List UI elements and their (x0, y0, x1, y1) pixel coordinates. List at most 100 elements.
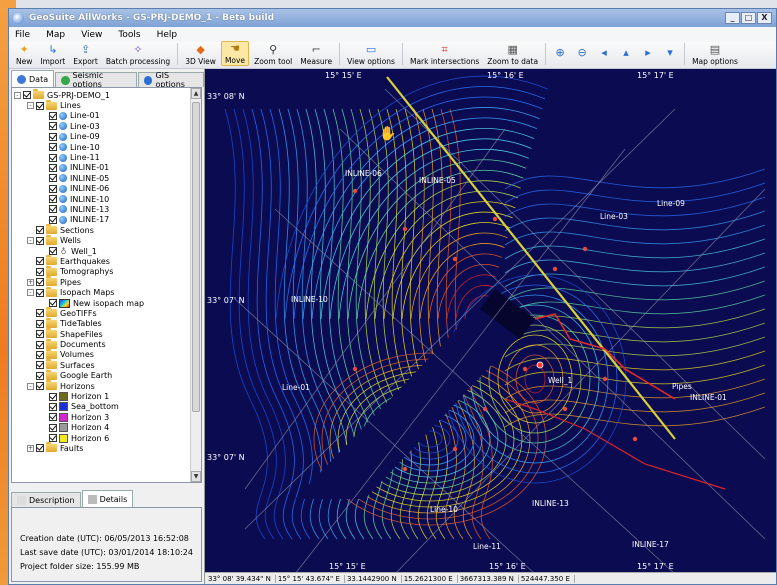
visibility-checkbox[interactable] (49, 392, 57, 401)
visibility-checkbox[interactable] (49, 195, 57, 204)
visibility-checkbox[interactable] (49, 247, 57, 256)
visibility-checkbox[interactable] (49, 402, 57, 411)
menu-tools[interactable]: Tools (118, 29, 141, 40)
visibility-checkbox[interactable] (49, 143, 57, 152)
visibility-checkbox[interactable] (49, 215, 57, 224)
visibility-checkbox[interactable] (36, 309, 44, 318)
expand-toggle-icon[interactable]: - (27, 382, 34, 390)
visibility-checkbox[interactable] (49, 132, 57, 141)
tree-item[interactable]: - GS-PRJ-DEMO_1 (14, 89, 201, 100)
visibility-checkbox[interactable] (49, 122, 57, 131)
visibility-checkbox[interactable] (36, 371, 44, 380)
expand-toggle-icon[interactable]: + (27, 278, 34, 286)
visibility-checkbox[interactable] (49, 299, 57, 307)
tree-item[interactable]: Surfaces (14, 359, 201, 370)
visibility-checkbox[interactable] (36, 330, 44, 339)
pan-down-button[interactable]: ▾ (660, 41, 680, 66)
tree-item[interactable]: Volumes (14, 348, 201, 360)
visibility-checkbox[interactable] (36, 350, 44, 359)
tree-item[interactable]: Horizon 6 (14, 433, 201, 443)
visibility-checkbox[interactable] (36, 340, 44, 349)
tree-item[interactable]: INLINE-10 (14, 194, 201, 204)
tree-item[interactable]: Sea_bottom (14, 402, 201, 412)
export-button[interactable]: ⇪ Export (73, 43, 98, 67)
mark-intersections-button[interactable]: ⌗ Mark intersections (409, 43, 480, 67)
visibility-checkbox[interactable] (36, 267, 44, 276)
visibility-checkbox[interactable] (49, 434, 57, 443)
tree-item[interactable]: INLINE-05 (14, 173, 201, 183)
visibility-checkbox[interactable] (49, 163, 57, 172)
tree-item[interactable]: ♁ Well_1 (14, 246, 201, 256)
tree-item[interactable]: + Pipes (14, 276, 201, 287)
visibility-checkbox[interactable] (49, 184, 57, 193)
tree-item[interactable]: - Lines (14, 99, 201, 110)
tree-item[interactable]: Horizon 1 (14, 391, 201, 402)
tree-item[interactable]: INLINE-17 (14, 215, 201, 225)
visibility-checkbox[interactable] (36, 236, 44, 245)
scroll-up-icon[interactable]: ▲ (191, 88, 201, 99)
tree-item[interactable]: Line-10 (14, 142, 201, 152)
visibility-checkbox[interactable] (49, 153, 57, 162)
view-options-button[interactable]: ▭ View options (347, 43, 395, 67)
tree-item[interactable]: INLINE-13 (14, 204, 201, 214)
tab-data[interactable]: Data (11, 70, 55, 87)
expand-toggle-icon[interactable]: - (27, 102, 34, 110)
zoom-in-button[interactable]: ⊕ (550, 41, 570, 66)
menu-help[interactable]: Help (156, 29, 178, 40)
maximize-button[interactable]: □ (741, 12, 756, 24)
visibility-checkbox[interactable] (49, 205, 57, 214)
tree-item[interactable]: GeoTIFFs (14, 307, 201, 318)
zoom-to-data-button[interactable]: ▦ Zoom to data (487, 43, 539, 67)
minimize-button[interactable]: _ (725, 12, 740, 24)
tree-scrollbar[interactable]: ▲ ▼ (190, 88, 201, 482)
visibility-checkbox[interactable] (49, 413, 57, 422)
expand-toggle-icon[interactable]: - (14, 91, 21, 99)
measure-button[interactable]: ⌐ Measure (300, 43, 333, 67)
3d-view-button[interactable]: ◆ 3D View (185, 43, 216, 67)
new-button[interactable]: ✦ New (16, 43, 33, 67)
tree-item[interactable]: - Isopach Maps (14, 286, 201, 297)
tree-item[interactable]: Tomographys (14, 265, 201, 277)
visibility-checkbox[interactable] (23, 91, 31, 100)
tab-description[interactable]: Description (11, 492, 81, 507)
tab-seismic-options[interactable]: Seismic options (55, 71, 138, 89)
batch-processing-button[interactable]: ✧ Batch processing (105, 43, 171, 67)
tree-item[interactable]: Sections (14, 224, 201, 235)
zoom-tool-button[interactable]: ⚲ Zoom tool (254, 43, 293, 67)
visibility-checkbox[interactable] (36, 101, 44, 110)
tree-item[interactable]: - Wells (14, 234, 201, 245)
menu-map[interactable]: Map (46, 29, 66, 40)
visibility-checkbox[interactable] (36, 444, 44, 453)
tree-item[interactable]: TideTables (14, 317, 201, 329)
expand-toggle-icon[interactable]: - (27, 289, 34, 297)
scroll-thumb[interactable] (192, 102, 200, 412)
pan-left-button[interactable]: ◂ (594, 41, 614, 66)
tree-item[interactable]: New isopach map (14, 298, 201, 308)
close-button[interactable]: X (757, 12, 772, 24)
pan-right-button[interactable]: ▸ (638, 41, 658, 66)
tree-item[interactable]: Line-11 (14, 152, 201, 162)
tree-item[interactable]: Horizon 3 (14, 412, 201, 422)
visibility-checkbox[interactable] (36, 361, 44, 370)
scroll-down-icon[interactable]: ▼ (191, 471, 201, 482)
tree-item[interactable]: Line-09 (14, 132, 201, 142)
visibility-checkbox[interactable] (36, 226, 44, 235)
tree-item[interactable]: Horizon 4 (14, 423, 201, 433)
menu-file[interactable]: File (15, 29, 31, 40)
visibility-checkbox[interactable] (36, 319, 44, 328)
visibility-checkbox[interactable] (36, 288, 44, 297)
tree-item[interactable]: INLINE-01 (14, 163, 201, 173)
map-options-button[interactable]: ▤ Map options (692, 43, 738, 67)
visibility-checkbox[interactable] (36, 278, 44, 287)
visibility-checkbox[interactable] (49, 111, 57, 120)
map-view[interactable]: INLINE-06 INLINE-05 Line-03 Line-09 INLINE-1… (205, 69, 776, 584)
map-canvas[interactable]: INLINE-06 INLINE-05 Line-03 Line-09 INLINE-1… (205, 69, 776, 574)
visibility-checkbox[interactable] (49, 423, 57, 432)
tree-item[interactable]: Line-01 (14, 111, 201, 121)
expand-toggle-icon[interactable]: - (27, 237, 34, 245)
tree-item[interactable]: Documents (14, 338, 201, 349)
import-button[interactable]: ↳ Import (40, 43, 66, 67)
zoom-out-button[interactable]: ⊖ (572, 41, 592, 66)
move-button[interactable]: ☚ Move (220, 41, 250, 66)
tree-item[interactable]: Google Earth (14, 369, 201, 381)
